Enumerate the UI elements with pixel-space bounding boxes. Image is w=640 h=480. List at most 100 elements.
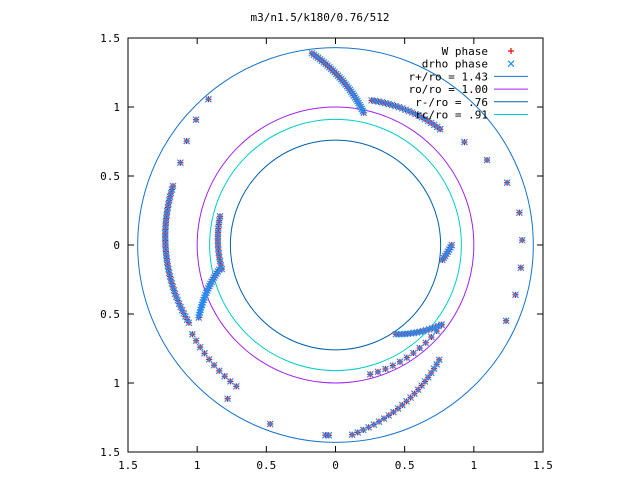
drho-phase-point: [382, 365, 389, 373]
drho-phase-point: [401, 330, 409, 338]
drho-phase-point: [205, 95, 212, 103]
drho-phase-point: [518, 236, 526, 244]
drho-phase-point: [192, 116, 200, 124]
reference-circle: [137, 47, 534, 443]
drho-phase-point: [427, 369, 435, 377]
drho-phase-point: [357, 103, 365, 111]
drho-phase-point: [435, 356, 443, 364]
drho-phase-point: [422, 339, 430, 347]
y-tick-label: 1.5: [100, 32, 120, 45]
drho-phase-point: [366, 370, 374, 378]
drho-phase-point: [201, 349, 208, 357]
drho-phase-point: [403, 354, 411, 362]
drho-phase-point: [374, 368, 382, 376]
x-tick-label: 1: [471, 459, 478, 472]
drho-phase-point: [210, 361, 218, 369]
reference-circle: [196, 106, 475, 384]
drho-phase-point: [360, 109, 368, 117]
y-tick-label: 0.5: [100, 170, 120, 183]
legend-label: rc/ro = .91: [415, 109, 488, 122]
drho-phase-point: [392, 330, 400, 338]
x-tick-label: 1.5: [118, 459, 138, 472]
drho-phase-point: [176, 159, 184, 167]
legend-label: drho phase: [422, 58, 488, 71]
drho-phase-point: [188, 330, 196, 338]
drho-phase-point: [515, 209, 523, 217]
drho-phase-point: [185, 319, 193, 327]
drho-phase-point: [430, 121, 438, 129]
drho-phase-point: [224, 395, 232, 403]
drho-phase-point: [502, 317, 510, 325]
drho-phase-point: [348, 431, 356, 439]
drho-phase-point: [365, 423, 373, 431]
drho-phase-point: [424, 117, 432, 125]
legend-label: ro/ro = 1.00: [409, 83, 488, 96]
x-tick-label: 1: [194, 459, 201, 472]
legend-label: r-/ro = .76: [415, 96, 488, 109]
y-tick-label: 0.5: [100, 308, 120, 321]
reference-circles: [137, 47, 534, 443]
drho-phase-point: [395, 330, 403, 338]
drho-phase-point: [416, 344, 424, 352]
drho-phase-point: [215, 367, 223, 375]
drho-phase-point: [375, 418, 383, 426]
drho-phase-point: [503, 179, 511, 187]
drho-phase-point: [389, 362, 397, 370]
drho-phase-point: [205, 355, 213, 363]
drho-phase-point: [398, 330, 406, 338]
drho-phase-point: [433, 327, 441, 335]
drho-phase-point: [483, 156, 491, 164]
drho-phase-point: [427, 333, 435, 341]
chart-title: m3/n1.5/k180/0.76/512: [250, 11, 389, 24]
drho-phase-point: [427, 119, 435, 127]
drho-phase-point: [512, 291, 519, 299]
drho-phase-point: [359, 107, 367, 115]
drho-phase-point: [421, 378, 429, 385]
x-tick-label: 0.5: [256, 459, 276, 472]
drho-phase-point: [232, 382, 240, 390]
drho-phase-point: [196, 343, 204, 351]
drho-phase-point: [421, 115, 429, 123]
legend-label: W phase: [442, 45, 488, 58]
drho-phase-point: [415, 112, 423, 120]
drho-phase-point: [266, 420, 274, 428]
drho-phase-point: [221, 372, 229, 380]
x-tick-label: 0: [332, 459, 339, 472]
drho-phase-point: [433, 360, 441, 368]
drho-phase-point: [390, 408, 397, 416]
drho-phase-point: [385, 411, 393, 419]
drho-phase-point: [217, 261, 225, 269]
drho-phase-point: [418, 113, 426, 121]
y-tick-label: 1: [113, 101, 120, 114]
drho-phase-point: [436, 125, 444, 133]
y-tick-label: 1: [113, 377, 120, 390]
legend-marker: [507, 60, 515, 68]
drho-phase-point: [438, 256, 446, 264]
y-tick-label: 0: [113, 239, 120, 252]
drho-phase-point: [356, 101, 364, 109]
drho-phase-point: [226, 377, 234, 385]
drho-phase-point: [322, 431, 329, 439]
x-tick-label: 0.5: [395, 459, 415, 472]
legend-marker: [508, 48, 514, 54]
drho-phase-point: [370, 421, 378, 428]
drho-phase-point: [517, 264, 525, 272]
drho-phase-point: [183, 137, 191, 145]
y-tick-label: 1.5: [100, 446, 120, 459]
drho-phase-point: [183, 316, 191, 324]
drho-phase-point: [181, 313, 189, 320]
drho-phase-point: [359, 426, 367, 434]
drho-phase-point: [424, 373, 432, 381]
drho-phase-point: [460, 138, 468, 146]
drho-phase-point: [380, 415, 388, 422]
drho-phase-point: [358, 105, 366, 113]
drho-phase-point: [396, 358, 404, 366]
reference-circle: [229, 139, 442, 351]
axis-ticks: 1.5 1 0.5 0 0.5 1 1.51.510.500.511.5: [100, 32, 553, 472]
drho-phase-point: [438, 321, 445, 329]
drho-phase-point: [192, 337, 200, 345]
drho-phase-point: [409, 349, 417, 357]
drho-phase-point: [430, 365, 438, 373]
